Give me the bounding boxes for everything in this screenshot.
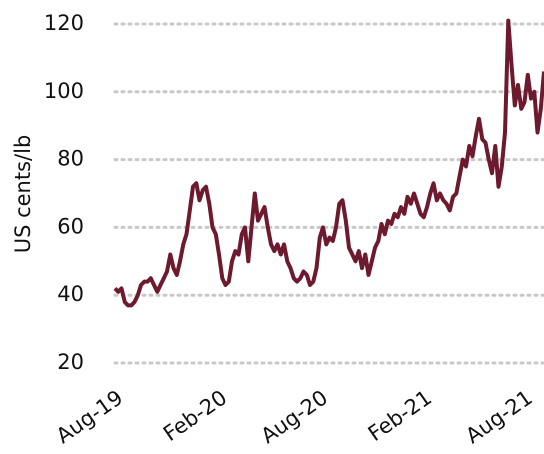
- y-tick-label: 120: [44, 11, 84, 35]
- y-tick-label: 60: [57, 214, 84, 238]
- y-tick-label: 80: [57, 147, 84, 171]
- y-tick-label: 20: [57, 350, 84, 374]
- y-tick-label: 40: [57, 282, 84, 306]
- x-tick-label: Aug-20: [257, 385, 332, 448]
- x-tick-label: Feb-20: [159, 385, 231, 446]
- x-tick-label: Feb-21: [364, 385, 436, 446]
- data-line: [113, 18, 544, 308]
- x-tick-label: Aug-21: [461, 385, 536, 448]
- y-axis-label: US cents/lb: [11, 135, 35, 254]
- y-tick-label: 100: [44, 79, 84, 103]
- x-tick-label: Aug-19: [52, 385, 127, 448]
